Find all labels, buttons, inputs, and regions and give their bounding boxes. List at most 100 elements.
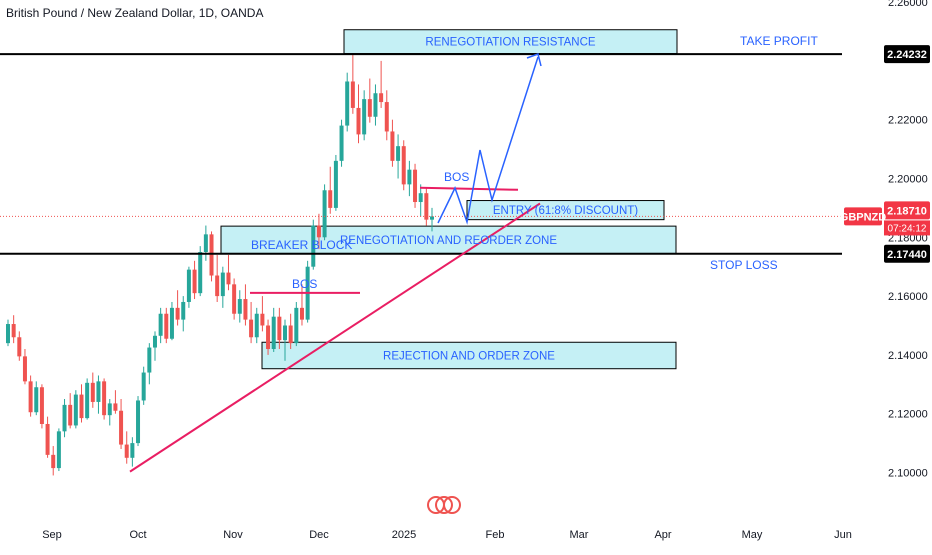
y-tick-label: 2.20000 [888, 174, 928, 186]
candle-body [175, 307, 180, 320]
x-tick-label: Jun [834, 529, 852, 541]
candle-body [356, 107, 361, 135]
candle-body [181, 301, 186, 320]
candle-body [62, 404, 67, 432]
candle-body [198, 252, 203, 294]
symbol-badge-bg [844, 207, 882, 226]
candle-body [294, 307, 299, 344]
x-tick-label: Mar [570, 529, 589, 541]
x-tick-label: May [742, 529, 763, 541]
candle-body [96, 381, 101, 402]
candle-body [379, 93, 384, 103]
candle-body [164, 313, 169, 339]
symbol-badge: GBPNZD [840, 211, 887, 223]
x-tick-label: Oct [129, 529, 146, 541]
candle-body [413, 169, 418, 203]
candle-body [401, 146, 406, 185]
candle-body [232, 284, 237, 314]
candle-body [192, 269, 197, 294]
candle-body [28, 381, 33, 413]
trendline [129, 202, 541, 473]
candle-body [367, 99, 372, 117]
y-tick-label: 2.22000 [888, 115, 928, 127]
candle-body [186, 269, 191, 302]
candle-body [226, 272, 231, 285]
candle-body [136, 400, 141, 444]
x-tick-label: Feb [486, 529, 505, 541]
candle-body [390, 131, 395, 161]
chart-title: British Pound / New Zealand Dollar, 1D, … [6, 6, 264, 20]
watermark-logo [427, 496, 461, 514]
candle-body [45, 423, 50, 455]
candle-body [119, 410, 124, 445]
y-tick-label: 2.16000 [888, 291, 928, 303]
candle-body [147, 347, 152, 373]
candle-body [102, 381, 107, 416]
x-tick-label: 2025 [392, 529, 416, 541]
candle-body [288, 325, 293, 344]
candle-body [254, 313, 259, 338]
projection-arrowhead [526, 53, 542, 67]
candle-body [203, 234, 208, 252]
candle-body [430, 216, 434, 220]
candle-body [339, 125, 344, 161]
candle-body [39, 387, 44, 424]
candle-body [51, 454, 56, 469]
candle-body [277, 316, 282, 341]
x-tick-label: Nov [223, 529, 243, 541]
candle-body [299, 307, 304, 320]
candle-body [316, 225, 321, 238]
last-price: 2.18710 [887, 205, 927, 217]
candle-body [424, 193, 429, 220]
zone-label: RENEGOTIATION RESISTANCE [425, 37, 596, 49]
zone-rect [466, 200, 665, 221]
zone-label: RENEGOTIATION AND REORDER ZONE [340, 235, 557, 247]
y-tick-label: 2.14000 [888, 350, 928, 362]
candle-body [396, 146, 401, 161]
candle-body [113, 403, 118, 411]
candle-body [362, 99, 367, 135]
candle-body [22, 356, 27, 382]
y-tick-label: 2.12000 [888, 409, 928, 421]
projection-path [437, 56, 539, 225]
y-tick-label: 2.10000 [888, 468, 928, 480]
candle-body [17, 337, 22, 357]
candle-body [215, 275, 220, 297]
candle-body [243, 299, 248, 320]
breaker-block-label: BREAKER BLOCK [251, 238, 352, 252]
stop-loss-price: 2.17440 [887, 249, 927, 261]
candle-body [322, 190, 327, 238]
candle-body [56, 431, 61, 469]
x-tick-label: Sep [42, 529, 62, 541]
countdown: 07:24:12 [888, 223, 927, 234]
zone-label: REJECTION AND ORDER ZONE [383, 350, 555, 362]
x-tick-label: Apr [654, 529, 671, 541]
candle-body [34, 387, 39, 413]
candle-body [283, 325, 288, 341]
candle-body [130, 443, 135, 458]
candle-body [384, 102, 389, 132]
candle-body [328, 190, 333, 208]
candle-body [169, 307, 174, 339]
candle-body [152, 335, 157, 348]
candle-body [260, 313, 265, 326]
candle-body [333, 160, 338, 208]
zone-rect [261, 341, 677, 370]
candle-body [6, 324, 10, 344]
last-price-bg [884, 201, 930, 220]
candle-body [85, 382, 90, 419]
candle-body [345, 81, 350, 126]
bos-line-upper [419, 186, 519, 191]
x-tick-label: Dec [309, 529, 329, 541]
take-profit-label: TAKE PROFIT [740, 34, 818, 48]
zone-label: ENTRY (61:8% DISCOUNT) [493, 205, 638, 217]
candle-body [124, 444, 129, 458]
candle-body [311, 225, 316, 267]
y-tick-label: 2.26000 [888, 0, 928, 9]
take-profit-price-bg [884, 45, 930, 64]
stop-loss-label: STOP LOSS [710, 258, 778, 272]
candle-body [68, 404, 73, 426]
candle-body [141, 372, 146, 401]
